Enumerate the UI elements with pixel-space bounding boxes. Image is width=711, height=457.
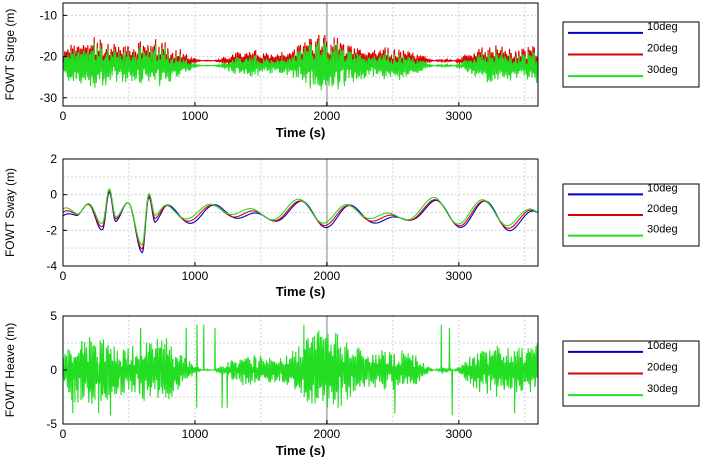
x-tick-label: 0 [60, 269, 67, 283]
x-tick-label: 0 [60, 109, 67, 123]
legend-label-30deg: 30deg [647, 224, 678, 236]
legend-label-20deg: 20deg [647, 203, 678, 215]
legend-label-20deg: 20deg [647, 362, 678, 374]
legend: 10deg 20deg 30deg [562, 21, 700, 88]
axes-frame [62, 158, 539, 267]
subplot-2: 0 1000 2000 3000 2 0 -2 -4 Time (s) FOWT Sway (m)… [3, 152, 700, 299]
x-tick-label: 3000 [445, 109, 472, 123]
y-tick-label: -30 [40, 91, 58, 105]
legend-label-30deg: 30deg [647, 383, 678, 395]
x-axis-label: Time (s) [276, 125, 326, 140]
y-tick-label: -10 [40, 8, 58, 22]
legend-label-30deg: 30deg [647, 64, 678, 76]
y-axis-label: FOWT Surge (m) [3, 9, 17, 101]
series-line-30deg [63, 324, 538, 416]
y-tick-label: 5 [50, 309, 57, 323]
legend: 10deg 20deg 30deg [562, 340, 700, 407]
y-tick-label: 2 [50, 152, 57, 166]
x-axis-label: Time (s) [276, 443, 326, 457]
legend-label-20deg: 20deg [647, 43, 678, 55]
y-axis-label: FOWT Heave (m) [3, 323, 17, 417]
subplot-1: 0 1000 2000 3000 -10 -20 -30 Time (s) FOWT Surge… [3, 2, 700, 140]
x-tick-label: 1000 [182, 427, 209, 441]
series-line-20deg [63, 190, 538, 250]
x-tick-label: 3000 [445, 427, 472, 441]
legend: 10deg 20deg 30deg [562, 182, 700, 247]
legend-label-10deg: 10deg [647, 21, 678, 33]
legend-label-10deg: 10deg [647, 182, 678, 194]
series-group [63, 34, 538, 91]
y-tick-label: 0 [50, 188, 57, 202]
legend-label-10deg: 10deg [647, 340, 678, 352]
x-tick-label: 2000 [314, 269, 341, 283]
x-tick-label: 1000 [182, 269, 209, 283]
y-tick-label: -5 [46, 417, 57, 431]
series-line-30deg [63, 188, 538, 246]
x-tick-label: 3000 [445, 269, 472, 283]
y-axis-label: FOWT Sway (m) [3, 168, 17, 257]
x-tick-label: 2000 [314, 109, 341, 123]
series-line-30deg [63, 40, 538, 91]
series-group [63, 324, 538, 416]
x-tick-label: 1000 [182, 109, 209, 123]
y-tick-label: -4 [46, 259, 57, 273]
y-tick-label: 0 [50, 363, 57, 377]
x-tick-label: 2000 [314, 427, 341, 441]
x-axis-label: Time (s) [276, 284, 326, 299]
y-tick-label: -20 [40, 50, 58, 64]
x-tick-label: 0 [60, 427, 67, 441]
y-tick-label: -2 [46, 223, 57, 237]
series-group [63, 188, 538, 254]
axes-frame [62, 2, 539, 107]
